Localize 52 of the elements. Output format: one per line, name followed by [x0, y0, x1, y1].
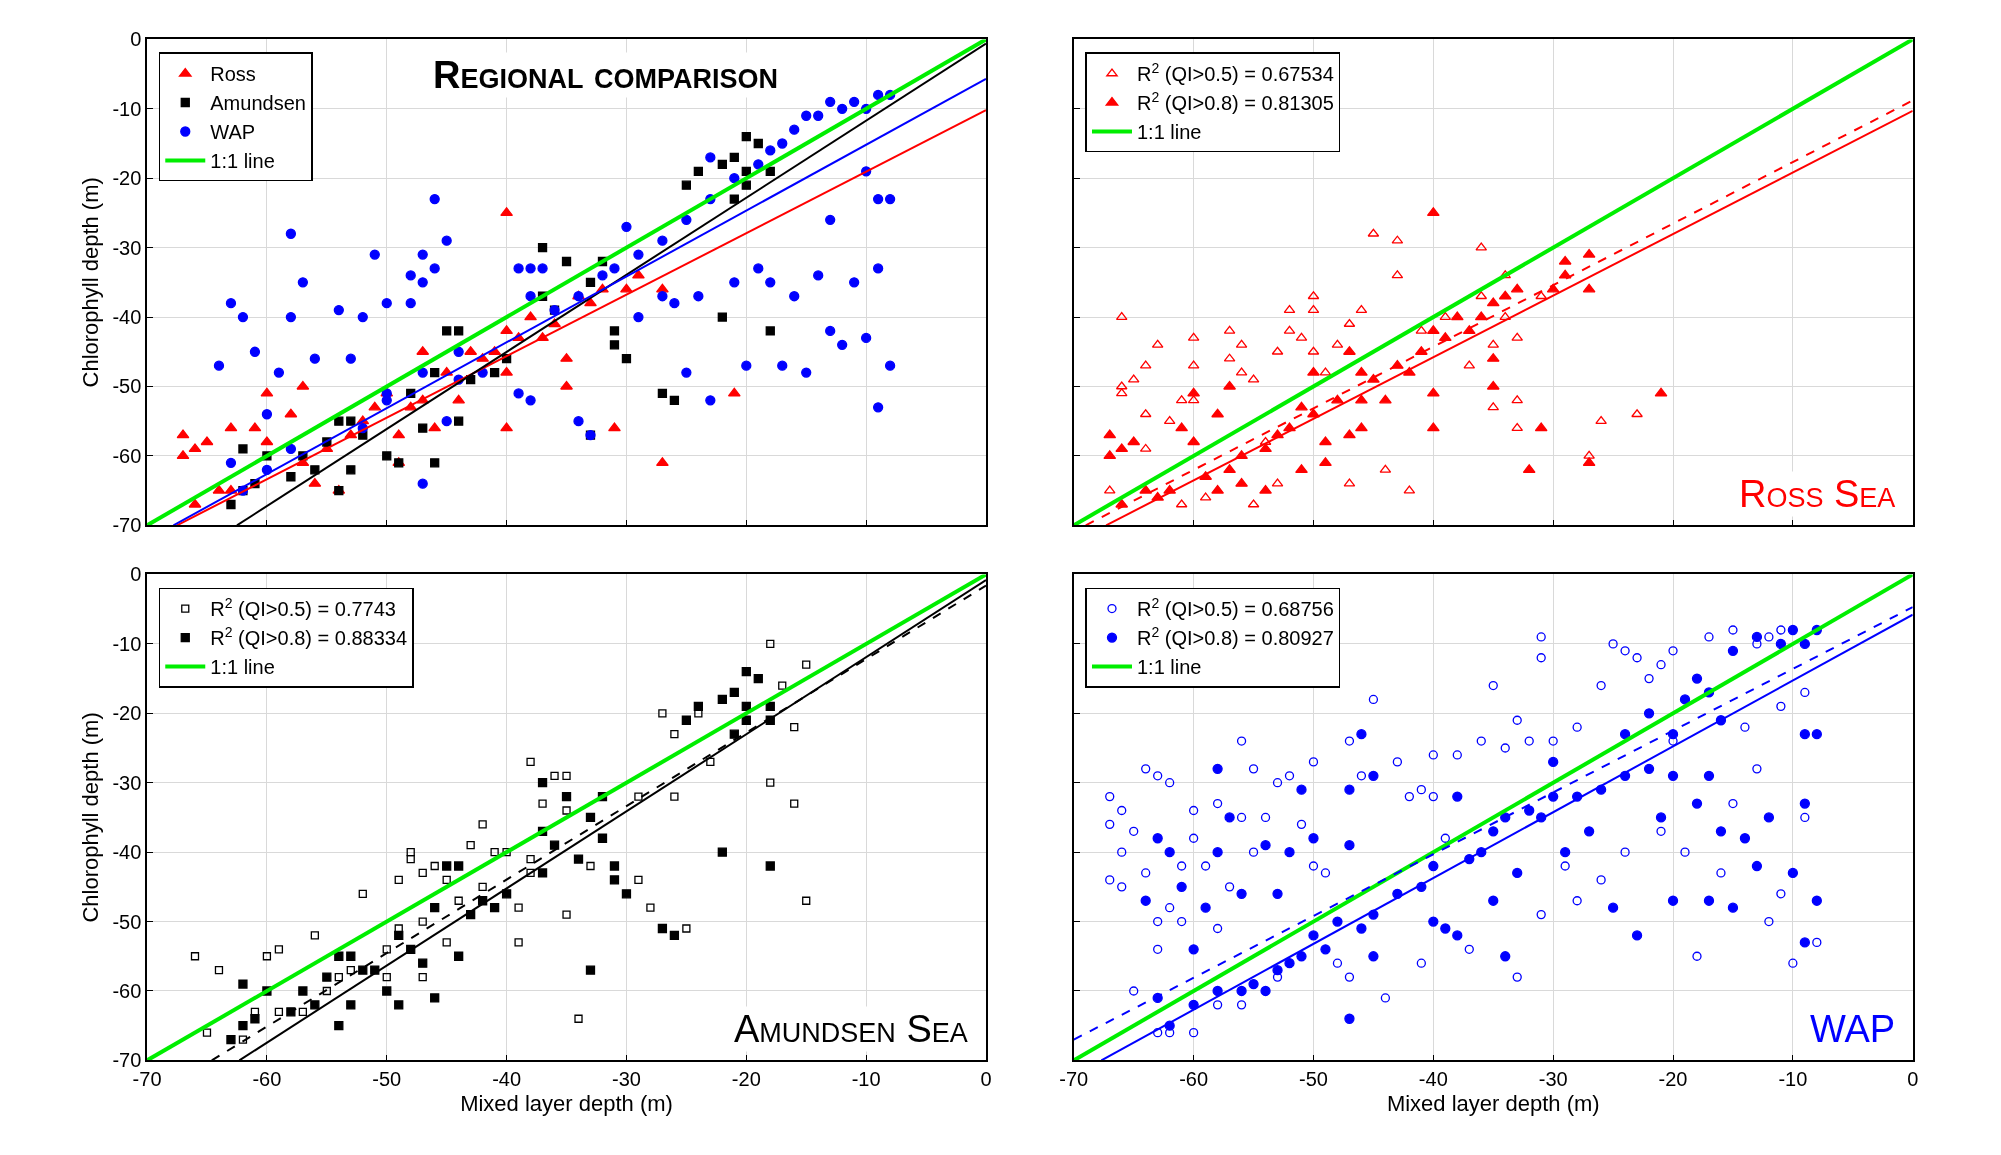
y-tick-label: -30 — [112, 771, 142, 794]
y-axis-title: Chlorophyll depth (m) — [77, 177, 103, 388]
text: Ross Sea — [1739, 473, 1896, 515]
x-tick-label: -20 — [1658, 1068, 1688, 1091]
chart-title: Regional comparison — [433, 54, 779, 96]
x-tick-label: -60 — [1179, 1068, 1209, 1091]
y-tick-label: -50 — [112, 375, 142, 398]
x-tick-label: 0 — [980, 1068, 992, 1091]
y-tick-label: -70 — [112, 514, 142, 537]
y-axis-title: Chlorophyll depth (m) — [77, 712, 103, 923]
legend-label: R$^{2}$ (QI>0.5) = 0.67534 — [1136, 59, 1334, 86]
legend-label: WAP — [210, 121, 256, 144]
x-axis-title: Mixed layer depth (m) — [460, 1090, 673, 1116]
x-axis-title: Mixed layer depth (m) — [1386, 1090, 1600, 1116]
x-tick-label: -60 — [252, 1068, 282, 1091]
legend-label: R$^{2}$ (QI>0.5) = 0.7743 — [210, 594, 396, 621]
legend-label: R$^{2}$ (QI>0.5) = 0.68756 — [1136, 594, 1334, 621]
legend-label: 1:1 line — [1136, 656, 1202, 679]
legend-label: R$^{2}$ (QI>0.8) = 0.80927 — [1136, 623, 1334, 650]
text: Amundsen Sea — [734, 1008, 968, 1050]
legend-label: Ross — [210, 63, 256, 86]
x-tick-label: -50 — [1299, 1068, 1328, 1091]
legend-label: Amundsen — [210, 92, 306, 115]
x-tick-label: -50 — [372, 1068, 402, 1091]
x-tick-label: -10 — [1778, 1068, 1808, 1091]
x-tick-label: -10 — [851, 1068, 881, 1091]
y-tick-label: -40 — [112, 306, 142, 329]
y-tick-label: -50 — [112, 910, 142, 933]
text: WAP — [1810, 1008, 1896, 1050]
legend-label: 1:1 line — [210, 150, 275, 173]
x-tick-label: -70 — [1059, 1068, 1089, 1091]
legend-label: R$^{2}$ (QI>0.8) = 0.88334 — [210, 623, 408, 650]
y-tick-label: -60 — [112, 979, 142, 1002]
y-tick-label: 0 — [130, 28, 142, 51]
legend-label: 1:1 line — [210, 656, 275, 679]
y-tick-label: -40 — [112, 841, 142, 864]
x-tick-label: -20 — [731, 1068, 761, 1091]
x-tick-label: -30 — [1538, 1068, 1568, 1091]
y-tick-label: -10 — [112, 632, 142, 655]
x-tick-label: -40 — [492, 1068, 522, 1091]
y-tick-label: -30 — [112, 236, 142, 259]
legend-label: 1:1 line — [1136, 121, 1202, 144]
x-tick-label: -40 — [1418, 1068, 1448, 1091]
y-tick-label: -10 — [112, 97, 142, 120]
x-tick-label: -30 — [612, 1068, 641, 1091]
y-tick-label: -60 — [112, 444, 142, 467]
y-tick-label: -70 — [112, 1049, 142, 1072]
x-tick-label: 0 — [1907, 1068, 1919, 1091]
legend-label: R$^{2}$ (QI>0.8) = 0.81305 — [1136, 88, 1334, 115]
y-tick-label: 0 — [130, 563, 142, 586]
y-tick-label: -20 — [112, 167, 142, 190]
y-tick-label: -20 — [112, 702, 142, 725]
